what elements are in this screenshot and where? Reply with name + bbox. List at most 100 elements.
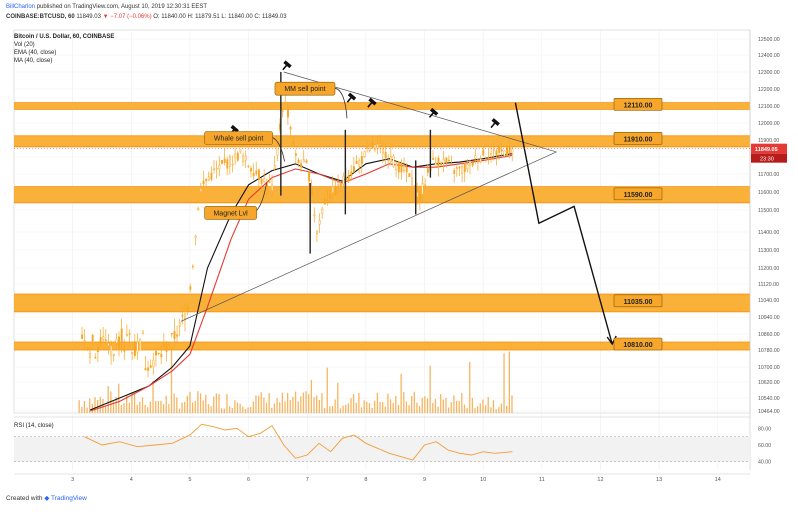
candle-body bbox=[424, 184, 427, 186]
volume-bar bbox=[474, 408, 476, 413]
volume-bar bbox=[213, 396, 215, 413]
candle-body bbox=[271, 184, 274, 191]
time-tick-label: 14 bbox=[715, 477, 721, 483]
price-tick-label: 12300.00 bbox=[758, 70, 780, 76]
volume-bar bbox=[392, 402, 394, 413]
level-tag bbox=[613, 294, 663, 308]
volume-bar bbox=[102, 398, 104, 413]
candle-body bbox=[353, 166, 355, 173]
volume-bar bbox=[91, 403, 94, 413]
candle-body bbox=[242, 155, 245, 162]
candle-body bbox=[302, 159, 305, 163]
candle-body bbox=[331, 186, 334, 193]
candle-body bbox=[205, 179, 208, 182]
volume-bar bbox=[395, 395, 397, 413]
volume-bar bbox=[347, 403, 349, 413]
callout-text: MM sell point bbox=[284, 86, 325, 93]
volume-bar bbox=[339, 408, 342, 413]
volume-bar bbox=[86, 407, 88, 413]
hammer-handle bbox=[282, 64, 288, 71]
volume-bar bbox=[484, 405, 487, 413]
volume-bar bbox=[437, 406, 439, 413]
footer: Created with ◆ TradingView bbox=[6, 494, 87, 502]
time-axis: 3 4 5 6 7 8 9 10 11 12 13 14 bbox=[14, 473, 750, 483]
candle-body bbox=[170, 333, 173, 335]
volume-bar bbox=[416, 402, 418, 413]
candle-body bbox=[421, 183, 424, 195]
volume-bar bbox=[363, 400, 365, 413]
last-price-text: 11849.05 bbox=[755, 147, 778, 153]
price-axis: 12500.00 12400.00 12300.00 12200.00 12100.00… bbox=[749, 30, 780, 470]
volume-bar bbox=[329, 406, 331, 413]
legend-vol[interactable]: Vol (20) bbox=[14, 42, 35, 48]
callout-pointer bbox=[334, 87, 348, 119]
volume-bar bbox=[411, 395, 413, 413]
candle-body bbox=[360, 155, 363, 164]
candle-body bbox=[81, 334, 84, 340]
callout-box bbox=[204, 206, 257, 220]
candle-body bbox=[141, 330, 144, 335]
price-tick-label: 10700.00 bbox=[758, 365, 780, 371]
candle-body bbox=[218, 164, 221, 170]
volume-bar bbox=[405, 401, 408, 413]
candle-body bbox=[297, 160, 300, 163]
volume-bar bbox=[250, 407, 252, 413]
volume-bar bbox=[492, 400, 495, 413]
volume-bar bbox=[453, 395, 455, 413]
candle-body bbox=[189, 286, 192, 290]
candle-body bbox=[136, 341, 139, 353]
candle-body bbox=[416, 192, 419, 197]
level-tag-text: 11590.00 bbox=[624, 192, 653, 199]
footer-brand[interactable]: TradingView bbox=[51, 495, 87, 502]
volume-bar bbox=[487, 397, 489, 413]
candle-body bbox=[474, 155, 477, 159]
volume-bar bbox=[78, 400, 80, 413]
volume-bar bbox=[469, 362, 471, 413]
volume-bar bbox=[155, 401, 157, 413]
volume-bar bbox=[260, 392, 262, 413]
volume-bar bbox=[141, 397, 144, 413]
ma-line bbox=[90, 154, 513, 412]
rsi-legend[interactable]: RSI (14, close) bbox=[14, 422, 54, 430]
candle-body bbox=[368, 146, 371, 151]
candle-body bbox=[221, 160, 223, 164]
candle-body bbox=[458, 166, 461, 169]
volume-bar bbox=[268, 393, 270, 413]
legend-title: Bitcoin / U.S. Dollar, 60, COINBASE bbox=[14, 34, 115, 40]
author-link[interactable]: BillCharlon bbox=[6, 4, 36, 10]
candle-body bbox=[99, 337, 102, 343]
candle-body bbox=[484, 158, 487, 160]
candle-body bbox=[511, 148, 514, 154]
volume-bar bbox=[186, 395, 189, 413]
volume-bar bbox=[447, 407, 450, 413]
candle-body bbox=[387, 159, 390, 162]
rsi-tick-label: 80.00 bbox=[758, 426, 771, 432]
volume-bar bbox=[308, 394, 310, 413]
volume-bar bbox=[445, 398, 447, 413]
callout-box bbox=[204, 131, 273, 145]
legend-ma[interactable]: MA (40, close) bbox=[14, 58, 53, 64]
quote-symbol: COINBASE:BTCUSD, 60 bbox=[6, 14, 75, 20]
time-tick-label: 4 bbox=[130, 477, 133, 483]
candle-body bbox=[89, 353, 92, 358]
volume-bar bbox=[495, 408, 497, 413]
candle-body bbox=[126, 334, 128, 336]
volume-bar bbox=[162, 404, 165, 413]
candle-body bbox=[376, 143, 379, 149]
volume-bar bbox=[413, 391, 415, 413]
volume-bar bbox=[144, 404, 146, 413]
candle-body bbox=[244, 155, 247, 161]
volume-bar bbox=[210, 406, 212, 413]
volume-bar bbox=[221, 408, 223, 413]
candle-body bbox=[289, 127, 292, 130]
candle-body bbox=[178, 322, 181, 327]
volume-bar bbox=[355, 402, 357, 413]
candle-body bbox=[506, 145, 508, 156]
volume-bar bbox=[503, 353, 505, 413]
volume-bar bbox=[429, 365, 431, 413]
candle-body bbox=[389, 156, 392, 162]
volume-bar bbox=[273, 403, 276, 413]
legend-ema[interactable]: EMA (40, close) bbox=[14, 50, 57, 56]
volume-bar bbox=[490, 407, 492, 413]
